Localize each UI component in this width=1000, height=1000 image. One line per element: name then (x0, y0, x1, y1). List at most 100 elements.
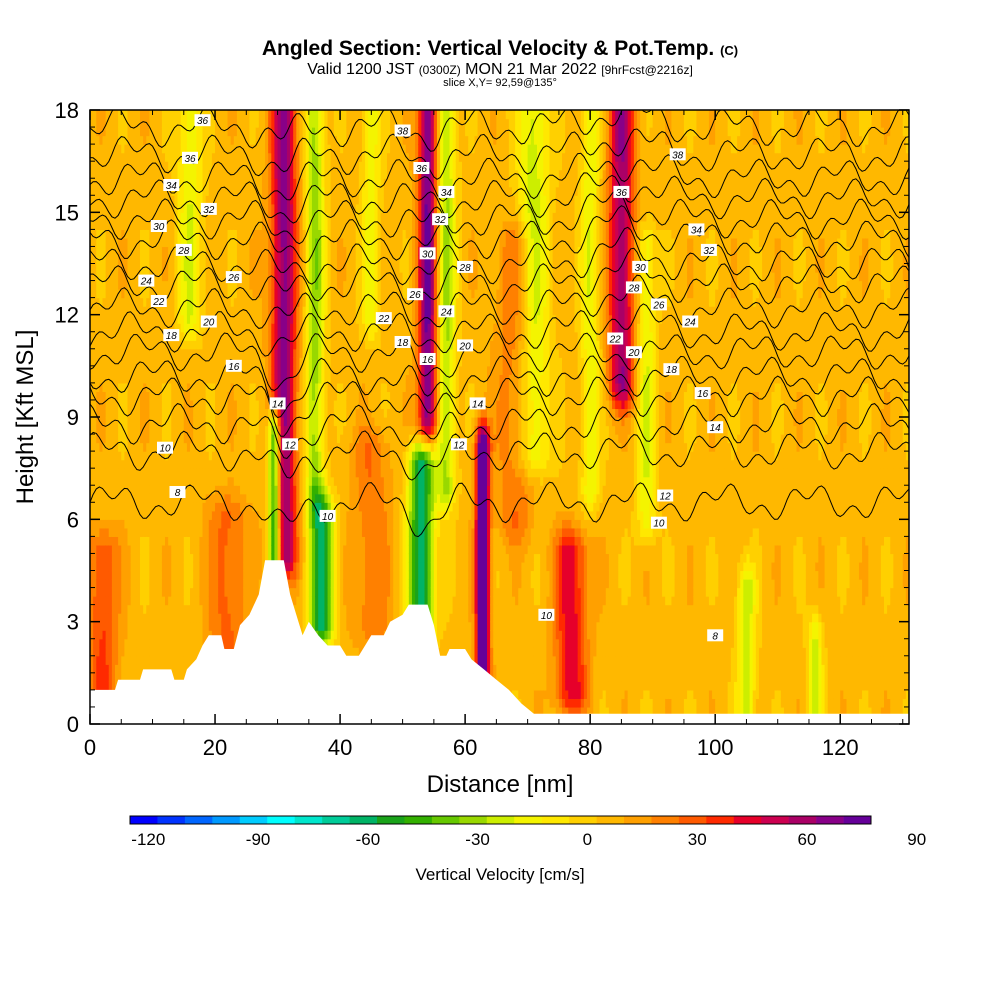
field-cell (140, 561, 144, 572)
field-cell (133, 220, 138, 230)
field-cell (149, 553, 154, 563)
field-cell (115, 476, 119, 486)
field-cell (140, 186, 144, 196)
field-cell (105, 561, 110, 572)
field-cell (146, 340, 150, 350)
field-cell (99, 186, 104, 196)
field-cell (127, 237, 132, 248)
field-cell (143, 630, 147, 640)
field-cell (102, 331, 107, 341)
field-cell (124, 212, 129, 222)
field-cell (124, 425, 129, 435)
field-cell (102, 570, 107, 580)
field-cell (133, 263, 138, 273)
field-cell (143, 596, 147, 606)
field-cell (136, 203, 141, 213)
field-cell (90, 186, 94, 196)
field-cell (118, 399, 122, 410)
field-cell (108, 365, 113, 375)
field-cell (102, 417, 107, 427)
field-cell (146, 459, 150, 469)
field-cell (130, 254, 135, 265)
field-cell (133, 613, 138, 623)
field-cell (140, 254, 144, 265)
field-cell (115, 468, 119, 478)
field-cell (108, 135, 113, 145)
field-cell (140, 655, 144, 665)
field-cell (99, 570, 104, 580)
field-cell (124, 408, 129, 418)
field-cell (149, 263, 154, 273)
field-cell (108, 408, 113, 418)
field-cell (115, 527, 119, 537)
field-cell (93, 485, 97, 495)
field-cell (111, 536, 116, 546)
field-cell (136, 587, 141, 597)
velocity-field (90, 110, 909, 724)
field-cell (96, 544, 100, 555)
field-cell (146, 178, 150, 188)
field-cell (140, 246, 144, 256)
field-cell (133, 289, 138, 299)
field-cell (146, 553, 150, 563)
field-cell (133, 323, 138, 333)
field-cell (133, 425, 138, 435)
field-cell (143, 118, 147, 128)
field-cell (140, 604, 144, 614)
field-cell (105, 502, 110, 512)
field-cell (127, 493, 132, 503)
field-cell (105, 493, 110, 503)
field-cell (108, 621, 113, 631)
field-cell (115, 254, 119, 265)
field-cell (127, 186, 132, 196)
field-cell (127, 544, 132, 555)
field-cell (143, 331, 147, 341)
field-cell (108, 340, 113, 350)
field-cell (133, 169, 138, 179)
field-cell (111, 314, 116, 324)
field-cell (146, 220, 150, 230)
field-cell (127, 408, 132, 418)
field-cell (121, 246, 125, 256)
field-cell (143, 220, 147, 230)
field-cell (127, 118, 132, 128)
field-cell (102, 391, 107, 401)
field-cell (146, 510, 150, 520)
field-cell (93, 493, 97, 503)
field-cell (108, 425, 113, 435)
field-cell (93, 536, 97, 546)
field-cell (130, 442, 135, 452)
field-cell (136, 118, 141, 128)
field-cell (111, 118, 116, 128)
field-cell (136, 382, 141, 393)
field-cell (108, 596, 113, 606)
field-cell (149, 638, 154, 648)
field-cell (133, 476, 138, 486)
field-cell (108, 647, 113, 657)
field-cell (115, 561, 119, 572)
field-cell (140, 493, 144, 503)
field-cell (133, 527, 138, 537)
field-cell (99, 485, 104, 495)
field-cell (99, 178, 104, 188)
field-cell (108, 195, 113, 205)
field-cell (146, 655, 150, 665)
field-cell (108, 527, 113, 537)
field-cell (140, 306, 144, 316)
field-cell (127, 348, 132, 358)
field-cell (108, 613, 113, 623)
field-cell (93, 237, 97, 248)
field-cell (93, 510, 97, 520)
field-cell (93, 391, 97, 401)
field-cell (149, 246, 154, 256)
field-cell (130, 664, 135, 674)
field-cell (105, 186, 110, 196)
field-cell (111, 229, 116, 239)
field-cell (127, 169, 132, 179)
field-cell (124, 314, 129, 324)
field-cell (149, 442, 154, 452)
field-cell (133, 331, 138, 341)
field-cell (133, 655, 138, 665)
field-cell (121, 323, 125, 333)
field-cell (102, 246, 107, 256)
